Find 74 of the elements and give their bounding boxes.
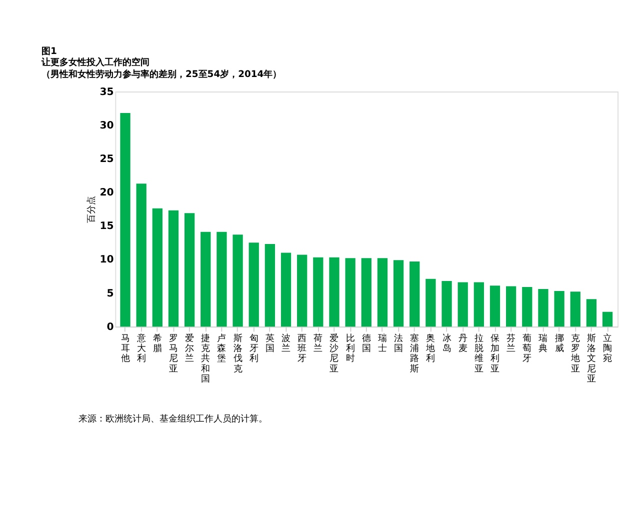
x-tick-label: 匈牙利 <box>249 332 258 364</box>
x-tick-label: 瑞士 <box>378 332 387 354</box>
bar <box>442 280 452 327</box>
bar <box>152 208 162 327</box>
source-note: 来源：欧洲统计局、基金组织工作人员的计算。 <box>78 414 268 425</box>
bar <box>393 260 404 327</box>
y-tick-label: 30 <box>100 120 114 132</box>
x-tick-label: 罗马尼亚 <box>168 332 178 374</box>
bar <box>426 278 436 327</box>
x-tick-label: 英国 <box>265 332 274 354</box>
y-tick-label: 35 <box>100 86 114 98</box>
y-tick-label: 25 <box>100 154 114 165</box>
x-tick-label: 马耳他 <box>120 332 130 364</box>
bar <box>264 244 276 327</box>
y-tick-label: 0 <box>106 322 114 333</box>
bar <box>602 312 613 327</box>
x-tick-label: 葡萄牙 <box>522 332 532 364</box>
x-tick-label: 德国 <box>362 332 371 354</box>
x-tick-label: 爱沙尼亚 <box>330 332 339 374</box>
x-tick-label: 西班牙 <box>298 332 307 364</box>
x-tick-label: 意大利 <box>136 332 146 364</box>
bar <box>136 184 146 327</box>
x-tick-label: 斯洛伐克 <box>233 332 242 374</box>
bar <box>377 258 388 327</box>
x-tick-label: 荷兰 <box>314 332 323 354</box>
x-tick-label: 波兰 <box>282 332 291 354</box>
bar <box>120 113 130 327</box>
x-tick-label: 芬兰 <box>506 332 516 354</box>
bar <box>474 282 484 327</box>
bar <box>329 257 340 327</box>
x-tick-label: 瑞典 <box>538 332 548 354</box>
bar <box>490 286 500 327</box>
x-tick-label: 法国 <box>394 332 404 354</box>
bar <box>232 234 243 327</box>
bar <box>345 258 356 327</box>
bar <box>506 286 516 327</box>
y-tick-label: 10 <box>100 254 114 266</box>
x-tick-label: 塞浦路斯 <box>410 332 420 374</box>
x-tick-label: 比利时 <box>346 332 355 364</box>
y-axis-title: 百分点 <box>86 196 98 224</box>
bar <box>216 232 227 327</box>
bar <box>538 288 548 327</box>
bar <box>248 242 259 327</box>
y-tick-label: 15 <box>100 221 114 232</box>
x-tick-label: 克罗地亚 <box>570 332 580 374</box>
x-tick-label: 爱尔兰 <box>185 332 194 364</box>
chart-subtitle: （男性和女性劳动力参与率的差别，25至54岁，2014年） <box>41 68 282 80</box>
bar <box>522 286 532 327</box>
bar <box>168 210 179 327</box>
x-tick-label: 捷克共和国 <box>201 332 210 384</box>
bar <box>586 299 597 327</box>
bar <box>570 292 580 327</box>
x-tick-label: 希腊 <box>152 332 162 354</box>
x-tick-label: 立陶宛 <box>603 332 612 364</box>
x-tick-label: 卢森堡 <box>217 332 226 364</box>
bar <box>410 261 420 327</box>
bar <box>361 258 372 327</box>
x-tick-label: 冰岛 <box>442 332 452 354</box>
y-tick-label: 5 <box>106 288 114 300</box>
x-tick-label: 奥地利 <box>425 332 436 364</box>
bar <box>184 213 195 327</box>
x-tick-label: 拉脱维亚 <box>474 332 484 374</box>
bar <box>280 252 292 327</box>
y-tick-label: 20 <box>100 188 114 199</box>
chart-title: 图1 让更多女性投入工作的空间 <box>40 46 150 68</box>
x-tick-label: 挪威 <box>554 332 564 354</box>
bar <box>313 257 324 327</box>
x-tick-label: 保加利亚 <box>490 332 500 374</box>
x-tick-label: 丹麦 <box>458 332 468 354</box>
bar <box>554 291 564 327</box>
bar <box>297 254 308 327</box>
x-tick-label: 斯洛文尼亚 <box>586 332 596 384</box>
bar <box>458 282 468 327</box>
bar <box>200 232 211 327</box>
